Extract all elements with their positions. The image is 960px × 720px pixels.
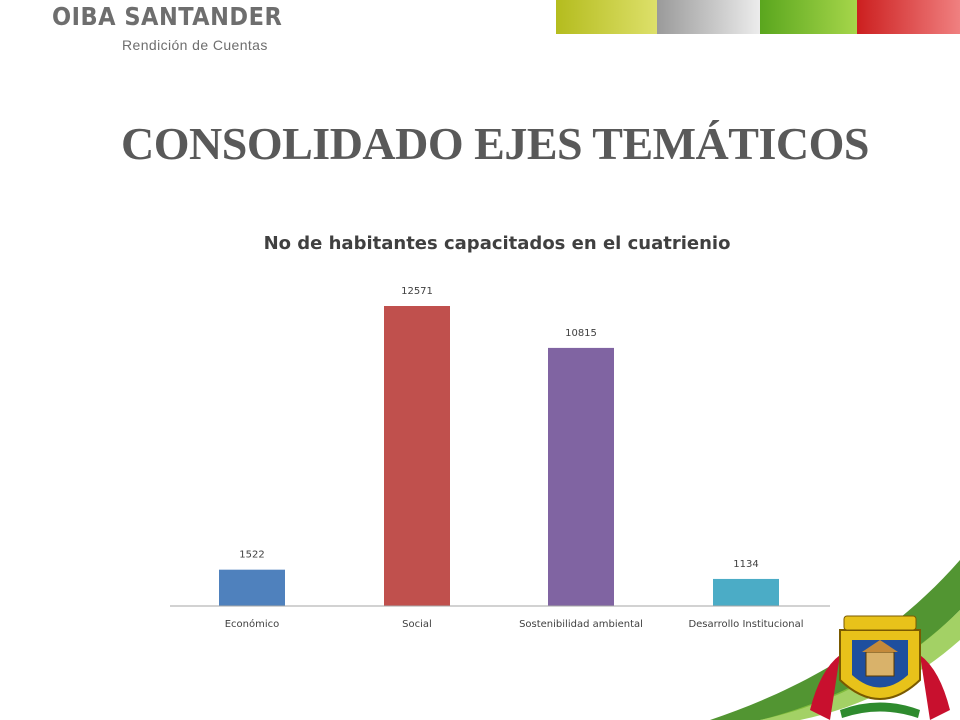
municipal-coat-of-arms [810,615,950,720]
color-strip-red [857,0,960,34]
data-label-2: 12571 [401,286,433,297]
bar-3 [548,347,614,606]
chart-title: No de habitantes capacitados en el cuatr… [264,233,731,254]
data-label-4: 1134 [733,559,758,570]
category-label-3: Sostenibilidad ambiental [519,619,643,630]
color-strip-gray [657,0,760,34]
bar-2 [384,306,450,606]
category-label-4: Desarrollo Institucional [688,619,803,630]
category-label-1: Económico [225,618,280,630]
color-strip-yellow [556,0,657,34]
data-label-3: 10815 [565,328,597,339]
page-title: CONSOLIDADO EJES TEMÁTICOS [121,118,869,169]
bar-1 [219,569,285,606]
data-label-1: 1522 [239,550,264,561]
bar-4 [713,578,779,606]
brand-title: OIBA SANTANDER [52,2,283,31]
color-strip-green [760,0,857,34]
bars-layer: 1522 Económico 12571 Social 10815 Sostenibili… [219,286,804,630]
brand-subtitle: Rendición de Cuentas [122,37,268,53]
category-label-2: Social [402,619,432,630]
header-color-strip [556,0,960,34]
